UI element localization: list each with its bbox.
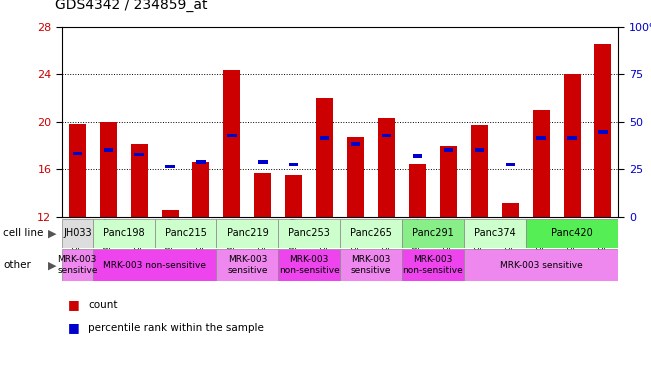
Bar: [413, 154, 422, 157]
Bar: [135, 153, 144, 156]
Bar: [100, 122, 117, 217]
Bar: [525, 219, 618, 248]
Bar: [216, 219, 278, 248]
Bar: [69, 124, 86, 217]
Bar: [533, 110, 549, 217]
Bar: [347, 137, 364, 217]
Text: ▶: ▶: [48, 228, 57, 238]
Bar: [409, 164, 426, 217]
Bar: [440, 146, 457, 217]
Bar: [223, 70, 240, 217]
Bar: [104, 148, 113, 152]
Bar: [92, 219, 154, 248]
Text: MRK-003 non-sensitive: MRK-003 non-sensitive: [103, 261, 206, 270]
Bar: [351, 142, 360, 146]
Text: percentile rank within the sample: percentile rank within the sample: [88, 323, 264, 333]
Bar: [62, 249, 92, 281]
Bar: [316, 98, 333, 217]
Text: Panc291: Panc291: [412, 228, 454, 238]
Text: MRK-003
non-sensitive: MRK-003 non-sensitive: [279, 255, 340, 275]
Bar: [475, 148, 484, 152]
Bar: [378, 118, 395, 217]
Bar: [73, 152, 82, 155]
Text: Panc420: Panc420: [551, 228, 593, 238]
Bar: [402, 249, 464, 281]
Text: Panc219: Panc219: [227, 228, 268, 238]
Text: MRK-003
non-sensitive: MRK-003 non-sensitive: [402, 255, 464, 275]
Bar: [197, 160, 206, 164]
Bar: [131, 144, 148, 217]
Text: Panc374: Panc374: [474, 228, 516, 238]
Bar: [285, 175, 302, 217]
Bar: [464, 249, 618, 281]
Bar: [502, 203, 519, 217]
Bar: [594, 43, 611, 217]
Bar: [536, 136, 546, 140]
Bar: [340, 249, 402, 281]
Text: Panc253: Panc253: [288, 228, 330, 238]
Bar: [258, 160, 268, 164]
Bar: [165, 165, 174, 168]
Bar: [598, 131, 607, 134]
Bar: [506, 162, 515, 166]
Bar: [340, 219, 402, 248]
Bar: [464, 219, 525, 248]
Bar: [216, 249, 278, 281]
Text: GDS4342 / 234859_at: GDS4342 / 234859_at: [55, 0, 208, 12]
Bar: [161, 210, 178, 217]
Text: JH033: JH033: [63, 228, 92, 238]
Bar: [564, 74, 581, 217]
Text: ▶: ▶: [48, 260, 57, 270]
Bar: [154, 219, 216, 248]
Bar: [471, 126, 488, 217]
Text: Panc265: Panc265: [350, 228, 392, 238]
Bar: [320, 136, 329, 140]
Text: Panc215: Panc215: [165, 228, 206, 238]
Bar: [382, 134, 391, 137]
Text: Panc198: Panc198: [103, 228, 145, 238]
Bar: [568, 136, 577, 140]
Bar: [227, 134, 236, 137]
Text: other: other: [3, 260, 31, 270]
Bar: [278, 219, 340, 248]
Bar: [402, 219, 464, 248]
Bar: [255, 173, 271, 217]
Bar: [278, 249, 340, 281]
Text: MRK-003 sensitive: MRK-003 sensitive: [500, 261, 583, 270]
Text: MRK-003
sensitive: MRK-003 sensitive: [57, 255, 98, 275]
Bar: [62, 219, 92, 248]
Bar: [444, 148, 453, 152]
Text: cell line: cell line: [3, 228, 44, 238]
Text: count: count: [88, 300, 117, 310]
Text: MRK-003
sensitive: MRK-003 sensitive: [227, 255, 268, 275]
Text: ■: ■: [68, 321, 80, 334]
Text: MRK-003
sensitive: MRK-003 sensitive: [351, 255, 391, 275]
Bar: [193, 162, 210, 217]
Bar: [92, 249, 216, 281]
Bar: [289, 162, 298, 166]
Text: ■: ■: [68, 298, 80, 311]
